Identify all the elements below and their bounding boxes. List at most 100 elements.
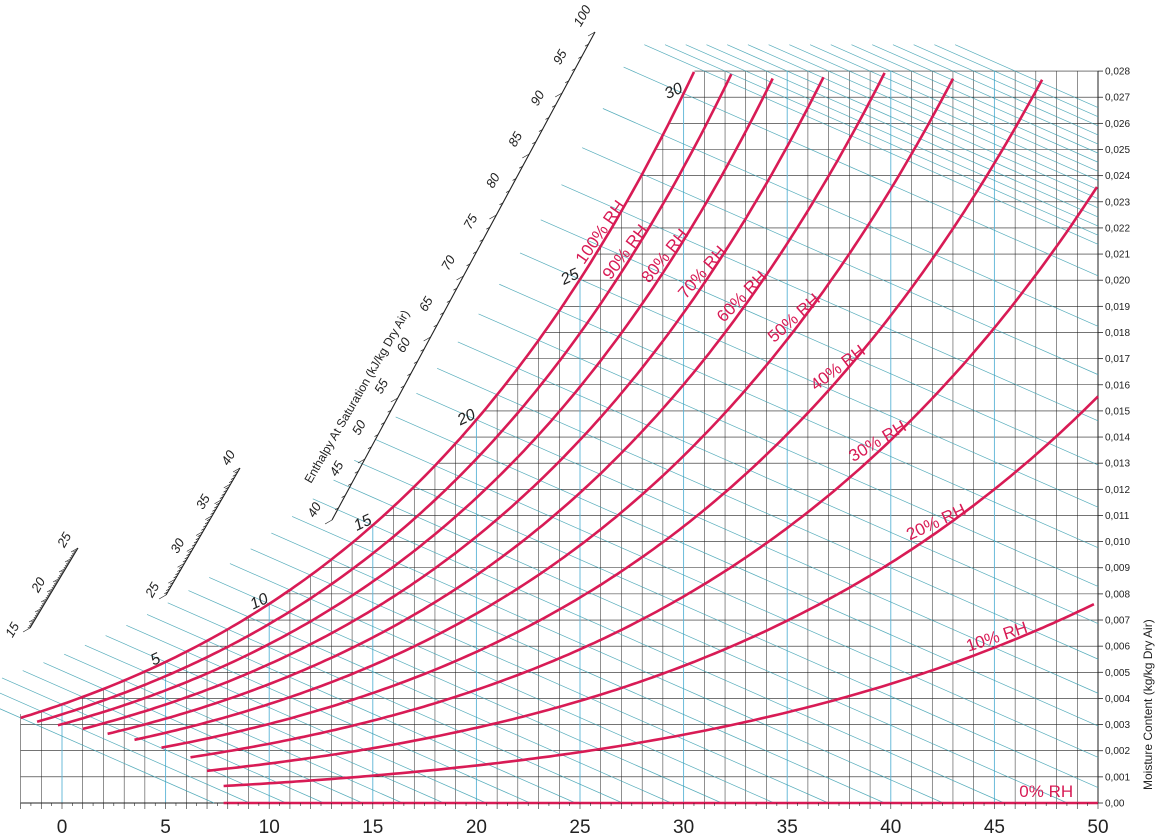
enthalpy-scale-label: 90 — [527, 87, 548, 108]
enthalpy-scale-tick — [158, 594, 167, 600]
enthalpy-scale-tick — [571, 68, 576, 71]
y-axis-title: Moisture Content (kg/kg Dry Air) — [1141, 619, 1155, 790]
enthalpy-scale-tick — [554, 92, 563, 98]
enthalpy-scale-label: 20 — [27, 574, 48, 596]
enthalpy-line — [851, 44, 1099, 154]
enthalpy-scale-tick — [215, 502, 220, 506]
wet-bulb-label: 25 — [558, 266, 582, 289]
enthalpy-scale-tick — [545, 117, 550, 120]
y-tick-label: 0,009 — [1105, 563, 1130, 574]
enthalpy-line — [291, 516, 944, 804]
enthalpy-scale-label: 85 — [505, 129, 526, 150]
enthalpy-line — [0, 708, 215, 804]
enthalpy-line — [934, 44, 1099, 117]
enthalpy-scale-tick — [40, 603, 45, 607]
enthalpy-line — [789, 44, 1099, 181]
enthalpy-line — [457, 341, 1099, 624]
enthalpy-scale-tick — [357, 458, 366, 464]
enthalpy-scale-tick — [538, 129, 543, 132]
x-tick-label: 40 — [880, 817, 901, 838]
enthalpy-scale-tick — [214, 505, 218, 509]
y-tick-label: 0,013 — [1105, 459, 1130, 470]
enthalpy-scale-tick — [433, 324, 438, 328]
enthalpy-scale-tick — [453, 287, 458, 291]
enthalpy-scale-tick — [479, 239, 484, 242]
enthalpy-scale-tick — [28, 617, 37, 623]
enthalpy-scale-label: 25 — [141, 579, 162, 601]
enthalpy-line — [250, 548, 829, 804]
enthalpy-scale-tick — [203, 524, 207, 528]
enthalpy-scale-tick — [69, 555, 74, 559]
enthalpy-scale-tick — [578, 56, 583, 59]
rh-curves — [20, 71, 1099, 805]
enthalpy-line — [872, 44, 1099, 145]
enthalpy-scale-tick — [166, 588, 170, 591]
x-tick-label: 0 — [57, 817, 68, 838]
enthalpy-scale-tick — [51, 585, 56, 589]
y-tick-label: 0,014 — [1105, 433, 1130, 444]
enthalpy-scale-tick — [73, 549, 77, 553]
enthalpy-scale-tick — [59, 571, 64, 575]
enthalpy-scale-tick — [175, 572, 180, 576]
enthalpy-scale-tick — [205, 515, 213, 520]
enthalpy-scales — [22, 31, 596, 633]
y-tick-label: 0,024 — [1105, 171, 1130, 182]
enthalpy-scale-label: 40 — [218, 447, 239, 468]
enthalpy-scale-tick — [46, 593, 51, 597]
enthalpy-scale-tick — [223, 489, 228, 493]
enthalpy-scale-tick — [204, 521, 209, 525]
enthalpy-scale-tick — [40, 597, 49, 603]
enthalpy-scale-tick — [28, 623, 33, 627]
enthalpy-scale-tick — [234, 470, 239, 474]
enthalpy-line — [354, 459, 1099, 788]
enthalpy-scale-tick — [505, 190, 510, 193]
enthalpy-line — [954, 44, 1099, 108]
enthalpy-scale-tick — [41, 601, 46, 605]
enthalpy-scale-tick — [407, 373, 412, 376]
y-tick-label: 0,028 — [1105, 67, 1130, 78]
y-tick-label: 0,023 — [1105, 197, 1130, 208]
enthalpy-line — [582, 147, 1099, 375]
enthalpy-scale-label: 35 — [193, 491, 214, 512]
enthalpy-scale-tick — [367, 446, 372, 450]
enthalpy-scale-tick — [53, 581, 58, 585]
rh-curve-60 — [107, 72, 886, 736]
enthalpy-line — [146, 614, 576, 804]
enthalpy-scale-tick — [34, 613, 39, 617]
rh-label-40: 40% RH — [807, 341, 869, 394]
enthalpy-scale-tick — [182, 559, 187, 563]
enthalpy-scale-tick — [354, 470, 359, 474]
enthalpy-scale-tick — [188, 550, 193, 553]
enthalpy-line — [540, 219, 1099, 466]
x-tick-label: 15 — [362, 817, 383, 838]
enthalpy-line — [892, 44, 1099, 136]
enthalpy-scale-tick — [486, 226, 490, 230]
enthalpy-line — [747, 44, 1099, 200]
x-tick-label: 50 — [1087, 817, 1108, 838]
enthalpy-scale-tick — [193, 540, 198, 544]
enthalpy-scale-tick — [214, 499, 222, 505]
y-tick-label: 0,019 — [1105, 302, 1130, 313]
enthalpy-scale-tick — [70, 547, 79, 553]
enthalpy-line — [602, 108, 1099, 327]
x-tick-label: 20 — [466, 817, 487, 838]
y-tick-label: 0,00 — [1105, 799, 1125, 810]
enthalpy-line — [395, 416, 1099, 727]
enthalpy-scale-label: 50 — [349, 417, 370, 438]
wet-bulb-label: 30 — [662, 80, 685, 103]
wet-bulb-label: 10 — [248, 590, 271, 613]
enthalpy-scale-tick — [177, 569, 181, 572]
y-tick-label: 0,004 — [1105, 694, 1130, 705]
enthalpy-scale-tick — [587, 31, 596, 37]
enthalpy-scale-tick — [186, 547, 194, 552]
enthalpy-scale-tick — [472, 251, 477, 254]
enthalpy-scale-tick — [466, 263, 471, 267]
enthalpy-line — [271, 532, 885, 804]
enthalpy-scale-tick — [37, 609, 41, 613]
enthalpy-scale-tick — [46, 587, 55, 593]
x-tick-label: 45 — [984, 817, 1005, 838]
enthalpy-scale-title: Enthalpy At Saturation (kJ/kg Dry Air) — [301, 308, 412, 486]
enthalpy-scale-tick — [52, 577, 61, 583]
